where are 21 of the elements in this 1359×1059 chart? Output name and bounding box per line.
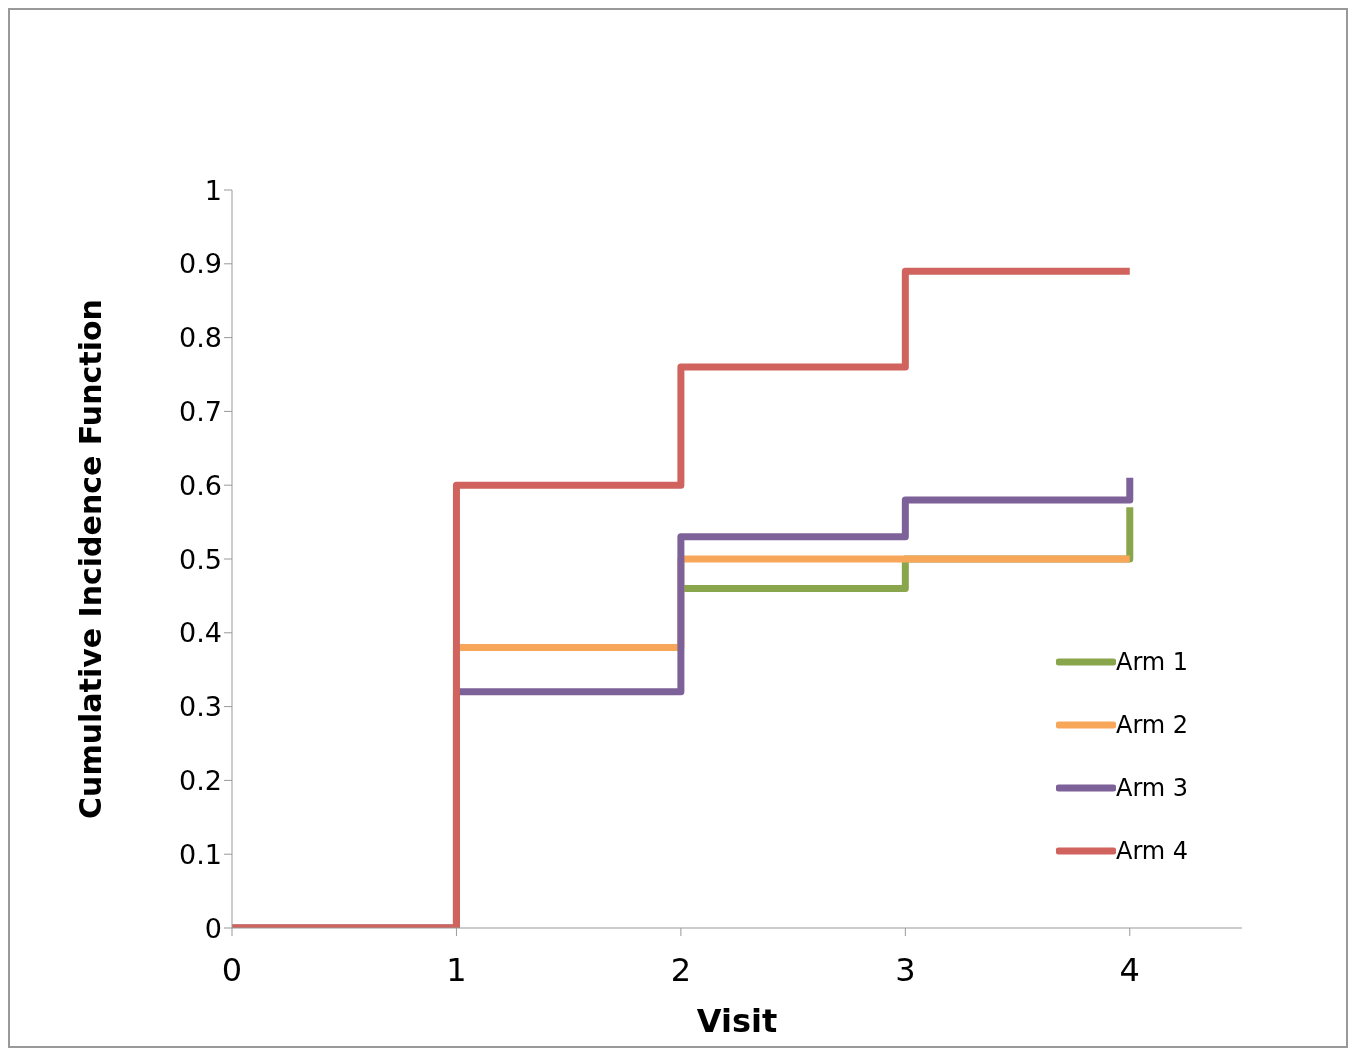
y-tick-label: 0.4 (179, 617, 222, 649)
x-tick-label: 3 (895, 950, 916, 989)
y-tick-label: 0.1 (179, 838, 222, 870)
y-tick-label: 0.5 (179, 543, 222, 575)
y-tick-label: 0.6 (179, 469, 222, 501)
y-tick-label: 0.7 (179, 395, 222, 427)
y-tick-label: 0 (204, 912, 222, 944)
legend-label: Arm 1 (1116, 647, 1189, 676)
y-tick-label: 1 (204, 174, 222, 206)
y-tick-label: 0.3 (179, 691, 222, 723)
y-tick-label: 0.8 (179, 322, 222, 354)
x-tick-label: 4 (1119, 950, 1140, 989)
x-tick-label: 1 (446, 950, 467, 989)
legend-label: Arm 2 (1116, 710, 1189, 739)
y-tick-label: 0.2 (179, 764, 222, 796)
y-tick-label: 0.9 (179, 248, 222, 280)
legend-label: Arm 3 (1116, 773, 1189, 802)
y-axis-title: Cumulative Incidence Function (72, 299, 108, 819)
x-tick-label: 2 (670, 950, 692, 989)
legend-label: Arm 4 (1116, 836, 1189, 865)
x-axis-title: Visit (696, 1002, 778, 1040)
